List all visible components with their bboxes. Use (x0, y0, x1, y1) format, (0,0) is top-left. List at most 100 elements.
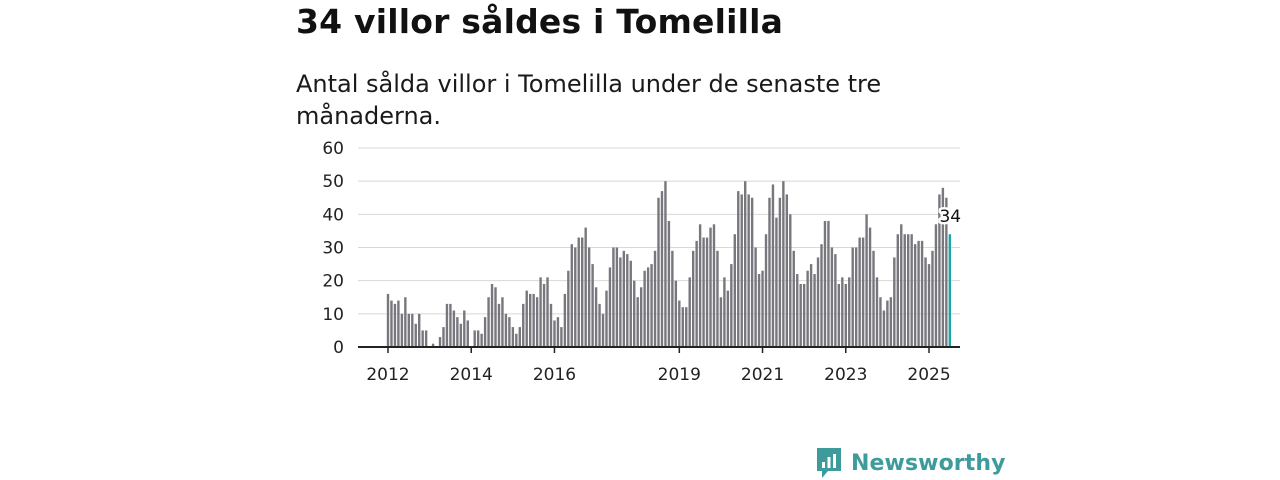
bar (411, 313, 414, 347)
bar (851, 247, 854, 347)
bar (854, 247, 858, 347)
bar (646, 267, 650, 347)
bar (594, 287, 598, 347)
bar (834, 254, 837, 347)
bar (789, 214, 792, 347)
bar (657, 197, 660, 347)
bar (691, 250, 695, 347)
bar (764, 234, 768, 347)
bar (695, 240, 698, 347)
bar (702, 237, 705, 347)
bar (622, 250, 626, 347)
bar (449, 303, 452, 347)
y-tick-label: 30 (322, 239, 344, 259)
bars (386, 181, 952, 347)
bar (546, 277, 549, 347)
bar (712, 224, 716, 347)
bar (518, 327, 521, 347)
bar (393, 303, 397, 347)
bar (577, 237, 580, 347)
bar (861, 237, 865, 347)
bar (754, 247, 757, 347)
bar (782, 181, 785, 347)
bar (636, 297, 639, 347)
bar (910, 234, 913, 347)
bar (726, 290, 730, 347)
bar (785, 194, 789, 347)
y-tick-label: 60 (322, 139, 344, 159)
bar (917, 240, 920, 347)
bar (574, 247, 577, 347)
bar (563, 293, 567, 347)
bar (875, 277, 879, 347)
brand-name: Newsworthy (851, 450, 1006, 476)
last-value-label-halo: 34 (939, 207, 961, 227)
newsworthy-brand[interactable]: Newsworthy (815, 446, 1006, 480)
bar (747, 194, 750, 347)
bar (903, 234, 906, 347)
bar (820, 244, 823, 347)
bar (945, 197, 948, 347)
y-tick-label: 50 (322, 172, 344, 192)
bar (508, 317, 511, 347)
x-tick-label: 2019 (658, 365, 701, 385)
bar (830, 247, 834, 347)
bar (515, 333, 518, 347)
bar (920, 240, 924, 347)
bar (612, 247, 615, 347)
bar (504, 313, 508, 347)
bar (601, 313, 605, 347)
bar (716, 250, 719, 347)
x-tick-label: 2025 (907, 365, 950, 385)
bar (473, 330, 476, 347)
bar (591, 264, 594, 347)
bar (511, 327, 515, 347)
bar (629, 260, 632, 347)
bar (900, 224, 903, 347)
bar (615, 247, 619, 347)
bar (802, 283, 806, 347)
bar (809, 264, 813, 347)
bar (404, 297, 407, 347)
bar (542, 283, 546, 347)
bar (730, 264, 733, 347)
bar (927, 264, 931, 347)
bar (841, 277, 844, 347)
bar (799, 283, 802, 347)
bar (390, 300, 393, 347)
bar (837, 283, 841, 347)
x-tick-label: 2023 (824, 365, 867, 385)
bar (584, 227, 587, 347)
bar (865, 214, 868, 347)
bar (796, 274, 799, 347)
bar (480, 333, 483, 347)
bar-highlight (948, 234, 952, 347)
bar (813, 274, 816, 347)
bar (633, 280, 636, 347)
bar (723, 277, 726, 347)
bar (674, 280, 678, 347)
bar (740, 194, 743, 347)
bar (525, 290, 528, 347)
bar (737, 191, 740, 347)
bar (560, 327, 563, 347)
bar (421, 330, 424, 347)
bar (678, 300, 681, 347)
bar (792, 250, 795, 347)
bar (698, 224, 702, 347)
bar (688, 277, 691, 347)
last-value-label: 34 (939, 207, 961, 227)
y-tick-label: 0 (333, 338, 344, 358)
bar (445, 303, 449, 347)
bar (483, 317, 487, 347)
bar (844, 283, 847, 347)
bar (744, 181, 747, 347)
bar (938, 194, 941, 347)
bar (487, 297, 490, 347)
bar (456, 317, 459, 347)
bar (768, 197, 771, 347)
bar (598, 303, 601, 347)
bar (913, 244, 917, 347)
y-tick-label: 10 (322, 305, 344, 325)
